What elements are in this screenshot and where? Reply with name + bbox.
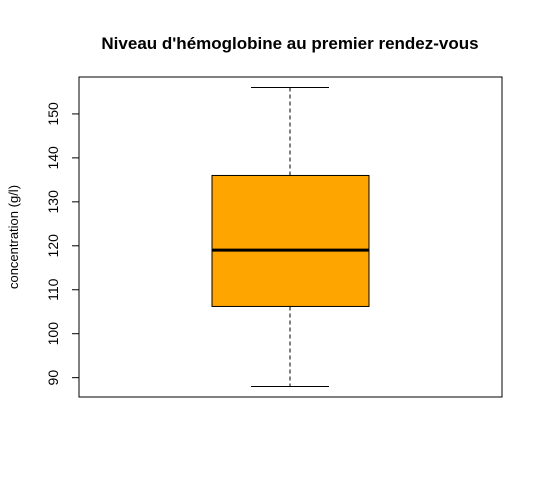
- y-tick-label: 130: [45, 190, 61, 214]
- y-axis: 90 100 110 120 130 140 150: [45, 102, 80, 386]
- y-axis-label: concentration (g/l): [6, 185, 21, 289]
- chart-title: Niveau d'hémoglobine au premier rendez-v…: [101, 34, 478, 53]
- y-tick-label: 120: [45, 234, 61, 258]
- y-tick-label: 100: [45, 322, 61, 346]
- y-tick-label: 140: [45, 146, 61, 170]
- y-tick-label: 90: [45, 370, 61, 386]
- y-tick-label: 150: [45, 102, 61, 126]
- y-tick-label: 110: [45, 278, 61, 301]
- boxplot-group: [211, 87, 370, 387]
- interquartile-box: [211, 174, 370, 307]
